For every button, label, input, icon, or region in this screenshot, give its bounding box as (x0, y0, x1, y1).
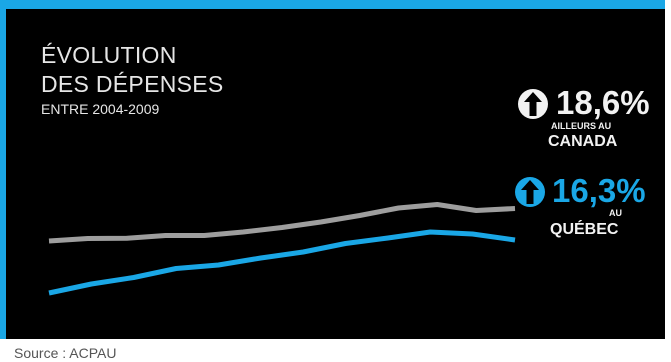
quebec-place: QUÉBEC (550, 221, 619, 238)
quebec-qualifier: AU (609, 208, 622, 218)
canada-percent: 18,6% (556, 84, 650, 121)
frame-top-bar (0, 0, 665, 9)
canada-series-line (48, 202, 516, 244)
line-chart (48, 202, 516, 296)
up-arrow-icon (518, 89, 548, 119)
up-arrow-icon (515, 177, 545, 207)
canada-place: CANADA (548, 133, 618, 150)
chart-title-line-2: DES DÉPENSES (41, 71, 224, 97)
chart-subtitle: ENTRE 2004-2009 (41, 101, 160, 117)
chart-title-line-1: ÉVOLUTION (41, 42, 177, 68)
frame-left-bar (0, 9, 6, 339)
source-note: Source : ACPAU (14, 345, 117, 361)
canada-qualifier: AILLEURS AU (551, 121, 612, 131)
quebec-series-line (48, 229, 516, 296)
chart-panel: ÉVOLUTION DES DÉPENSES ENTRE 2004-2009 1… (6, 9, 665, 339)
quebec-percent: 16,3% (552, 172, 646, 209)
